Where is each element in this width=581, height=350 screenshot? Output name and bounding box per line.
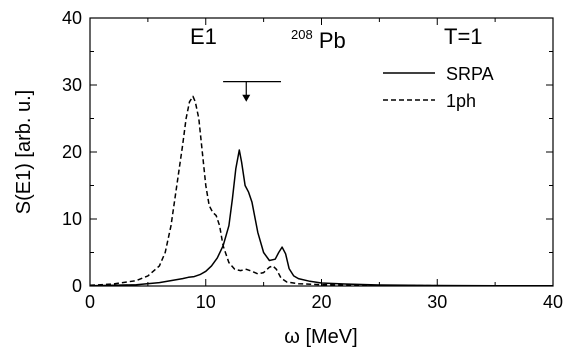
plot-frame <box>89 17 554 287</box>
y-tick-label: 10 <box>62 209 82 229</box>
y-tick-label: 0 <box>72 276 82 296</box>
legend-label-1ph: 1ph <box>446 91 476 111</box>
y-axis-title: S(E1) [arb. u.] <box>13 90 35 215</box>
x-tick-label: 30 <box>427 292 447 312</box>
x-tick-label: 20 <box>311 292 331 312</box>
nucleus-mass: 208 <box>291 27 313 42</box>
x-tick-label: 0 <box>85 292 95 312</box>
x-tick-label: 40 <box>543 292 563 312</box>
nucleus-symbol: Pb <box>319 28 346 53</box>
y-tick-label: 30 <box>62 75 82 95</box>
arrow-head <box>242 94 251 102</box>
y-tick-label: 20 <box>62 142 82 162</box>
legend-label-srpa: SRPA <box>446 64 494 84</box>
legend: SRPA 1ph <box>383 64 494 111</box>
isospin-label: T=1 <box>444 24 483 49</box>
series-line-1ph <box>89 95 554 287</box>
arrow-marker <box>223 81 281 102</box>
x-tick-label: 10 <box>196 292 216 312</box>
x-axis-title: ω [MeV] <box>284 326 357 348</box>
multipolarity-label: E1 <box>190 24 217 49</box>
axis-ticks: 0 10 20 30 40 0 10 20 30 40 <box>62 8 563 312</box>
series-layer <box>89 95 554 287</box>
y-tick-label: 40 <box>62 8 82 28</box>
series-line-srpa <box>89 149 554 287</box>
nucleus-label: 208 Pb <box>291 19 346 53</box>
